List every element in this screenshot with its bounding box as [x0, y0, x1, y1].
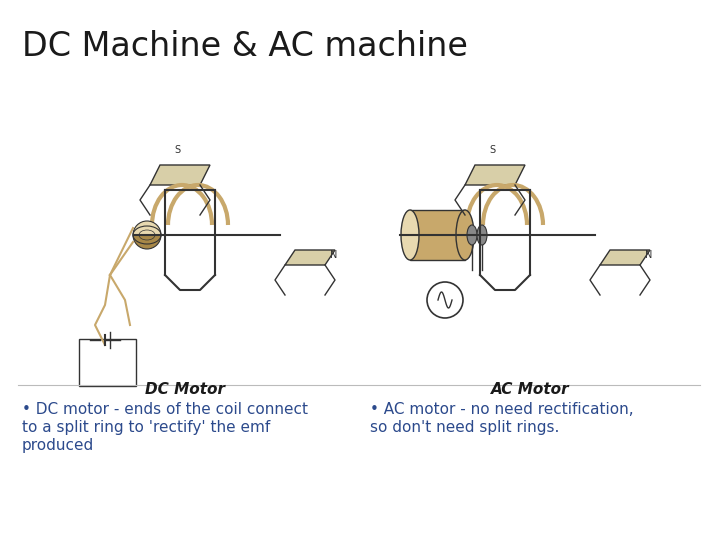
Text: S: S — [174, 145, 180, 155]
Ellipse shape — [456, 210, 474, 260]
Text: • AC motor - no need rectification,: • AC motor - no need rectification, — [370, 402, 634, 417]
Text: AC Motor: AC Motor — [491, 382, 570, 397]
Text: so don't need split rings.: so don't need split rings. — [370, 420, 559, 435]
Circle shape — [427, 282, 463, 318]
Text: DC Motor: DC Motor — [145, 382, 225, 397]
Text: produced: produced — [22, 438, 94, 453]
Wedge shape — [133, 235, 161, 249]
Ellipse shape — [477, 225, 487, 245]
Text: N: N — [330, 250, 338, 260]
Text: S: S — [489, 145, 495, 155]
Polygon shape — [465, 165, 525, 185]
Ellipse shape — [401, 210, 419, 260]
FancyBboxPatch shape — [79, 339, 136, 386]
Polygon shape — [600, 250, 650, 265]
Text: • DC motor - ends of the coil connect: • DC motor - ends of the coil connect — [22, 402, 308, 417]
Ellipse shape — [467, 225, 477, 245]
Text: DC Machine & AC machine: DC Machine & AC machine — [22, 30, 468, 63]
Text: N: N — [645, 250, 652, 260]
Polygon shape — [150, 165, 210, 185]
Wedge shape — [133, 221, 161, 235]
Polygon shape — [285, 250, 335, 265]
Text: to a split ring to 'rectify' the emf: to a split ring to 'rectify' the emf — [22, 420, 270, 435]
FancyBboxPatch shape — [410, 210, 465, 260]
